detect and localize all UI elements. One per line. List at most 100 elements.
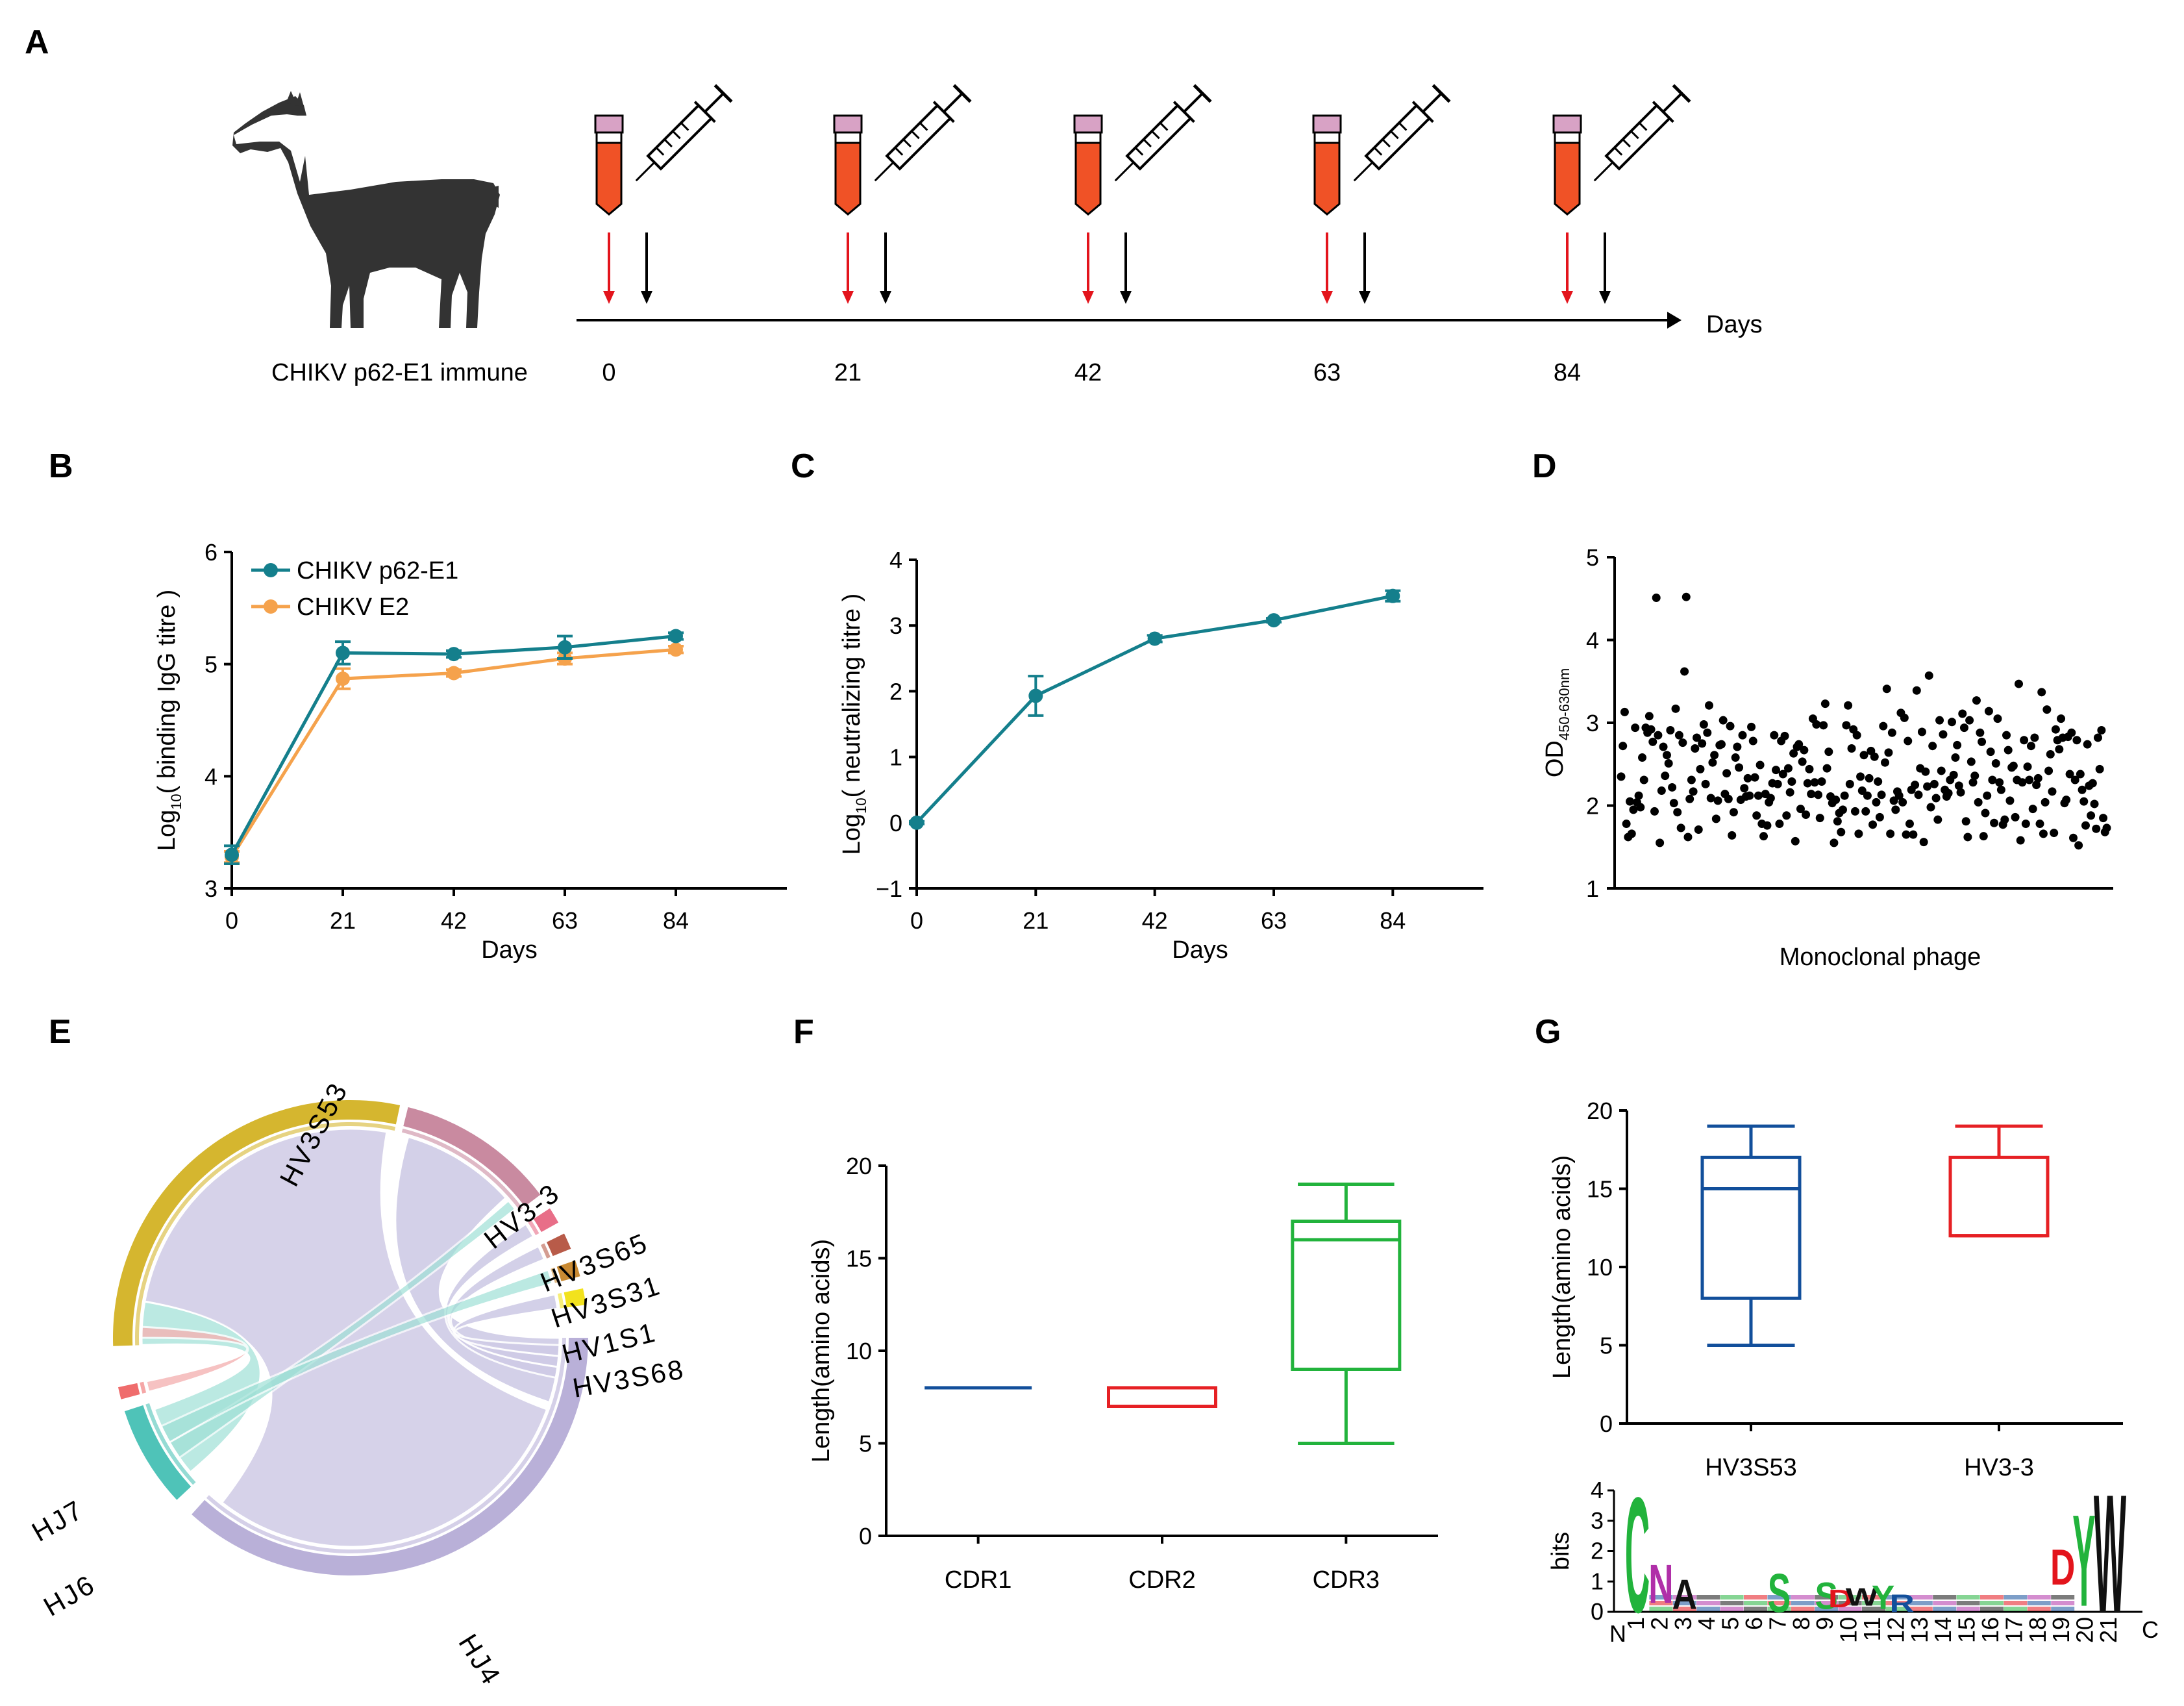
data-point [1847, 744, 1856, 753]
data-point [2025, 775, 2034, 784]
logo-noise-mark [1720, 1595, 1744, 1599]
data-point [1666, 725, 1675, 734]
logo-position-label: 5 [1717, 1617, 1744, 1630]
syringe-tick [664, 138, 673, 148]
data-point [1673, 808, 1682, 817]
chord-inner-track [145, 1403, 196, 1485]
logo-noise-mark [1956, 1607, 1980, 1611]
chord-segment-hv3s65 [533, 1208, 559, 1233]
data-point [2079, 797, 2089, 806]
panel-label-f: F [793, 1013, 814, 1051]
data-point [1701, 779, 1710, 788]
data-point [1747, 722, 1756, 731]
logo-noise-mark [1767, 1595, 1791, 1599]
syringe-tick [1630, 130, 1639, 140]
data-point [1991, 759, 2000, 768]
chord-segment-hj4 [192, 1338, 588, 1575]
logo-noise-mark [2051, 1595, 2075, 1599]
data-point [1748, 736, 1757, 746]
data-point [1028, 688, 1043, 703]
data-point [1844, 701, 1853, 710]
data-point [1733, 742, 1742, 751]
data-point [1674, 731, 1683, 740]
timeline-day-label: 84 [1554, 359, 1581, 386]
timeline-arrowhead [1667, 312, 1681, 329]
syringe-tick [902, 138, 912, 148]
data-point [1886, 829, 1895, 838]
syringe-plunger [943, 92, 963, 113]
data-point [1967, 757, 1976, 766]
timeline-day-label: 63 [1313, 359, 1341, 386]
panel-label-a: A [25, 23, 49, 61]
logo-position-label: 19 [2048, 1617, 2074, 1643]
data-point [1965, 716, 1974, 725]
syringe-icon [874, 84, 972, 182]
data-point [1928, 742, 1937, 751]
logo-noise-mark [1815, 1595, 1839, 1599]
logo-noise-mark [1933, 1601, 1957, 1605]
data-point [1719, 716, 1728, 725]
y-tick-label: 20 [1587, 1098, 1613, 1124]
tube-cap [833, 114, 863, 134]
x-tick-label: 21 [1023, 907, 1049, 934]
data-point [1763, 821, 1772, 830]
data-point [1953, 740, 1962, 749]
data-point [1944, 788, 1953, 797]
logo-noise-mark [1862, 1595, 1885, 1599]
x-axis-label: Days [481, 936, 538, 964]
data-point [2088, 779, 2097, 788]
logo-noise-mark [1909, 1601, 1933, 1605]
data-point [1729, 808, 1738, 817]
data-point [1923, 782, 1932, 791]
data-point [1840, 791, 1849, 800]
logo-letter: S [1815, 1574, 1837, 1617]
logo-noise-mark [1933, 1595, 1957, 1599]
data-point [1756, 760, 1765, 770]
y-axis-label: Log10( neutralizing titre ) [838, 594, 869, 855]
y-tick-label: 3 [889, 612, 902, 639]
logo-position-label: 2 [1646, 1617, 1672, 1630]
data-point [1656, 838, 1665, 847]
data-point [1680, 667, 1689, 676]
logo-noise-mark [1696, 1601, 1720, 1605]
data-point [1782, 811, 1791, 820]
y-tick-label: 10 [846, 1338, 872, 1364]
y-axis-label: Length(amino acids) [808, 1239, 835, 1462]
data-point [2062, 796, 2071, 805]
data-point [1644, 712, 1654, 721]
chord-inner-track [140, 1381, 147, 1394]
data-point [1778, 770, 1787, 779]
data-point [1627, 829, 1636, 838]
timeline-axis-label: Days [1706, 311, 1763, 338]
data-point [1735, 763, 1744, 772]
data-point [2004, 746, 2013, 755]
data-point [1800, 746, 1809, 755]
data-point [1780, 731, 1789, 740]
data-point [1951, 753, 1960, 762]
data-point [1669, 799, 1678, 808]
data-point [1911, 781, 1920, 790]
black-arrowhead [641, 291, 652, 304]
data-point [1661, 771, 1670, 781]
y-tick-label: 3 [205, 875, 217, 902]
data-point [1646, 725, 1656, 734]
data-point [2042, 705, 2052, 714]
tube-cap [594, 114, 624, 134]
logo-letter: W [1846, 1583, 1878, 1612]
data-point [669, 642, 683, 657]
data-point [1819, 721, 1828, 730]
y-axis-label: Length(amino acids) [1548, 1155, 1576, 1379]
red-arrowhead [842, 291, 854, 304]
chord-ribbon [140, 1325, 249, 1394]
logo-letter: S [1768, 1562, 1791, 1624]
chart-b: 3 4 5 6 0 21 42 63 84 Days Log10( binding IgG titr… [153, 539, 787, 964]
logo-noise-mark [1791, 1595, 1815, 1599]
y-tick-label: 0 [859, 1523, 872, 1549]
data-point [2011, 812, 2020, 822]
data-point [1905, 820, 1914, 829]
data-point [1693, 733, 1702, 742]
data-point [1874, 777, 1883, 786]
chart-f: 0 5 10 15 20 Length(amino acids) CDR1 CDR2 CDR3 [808, 1153, 1438, 1594]
y-tick-label: 6 [205, 539, 217, 566]
